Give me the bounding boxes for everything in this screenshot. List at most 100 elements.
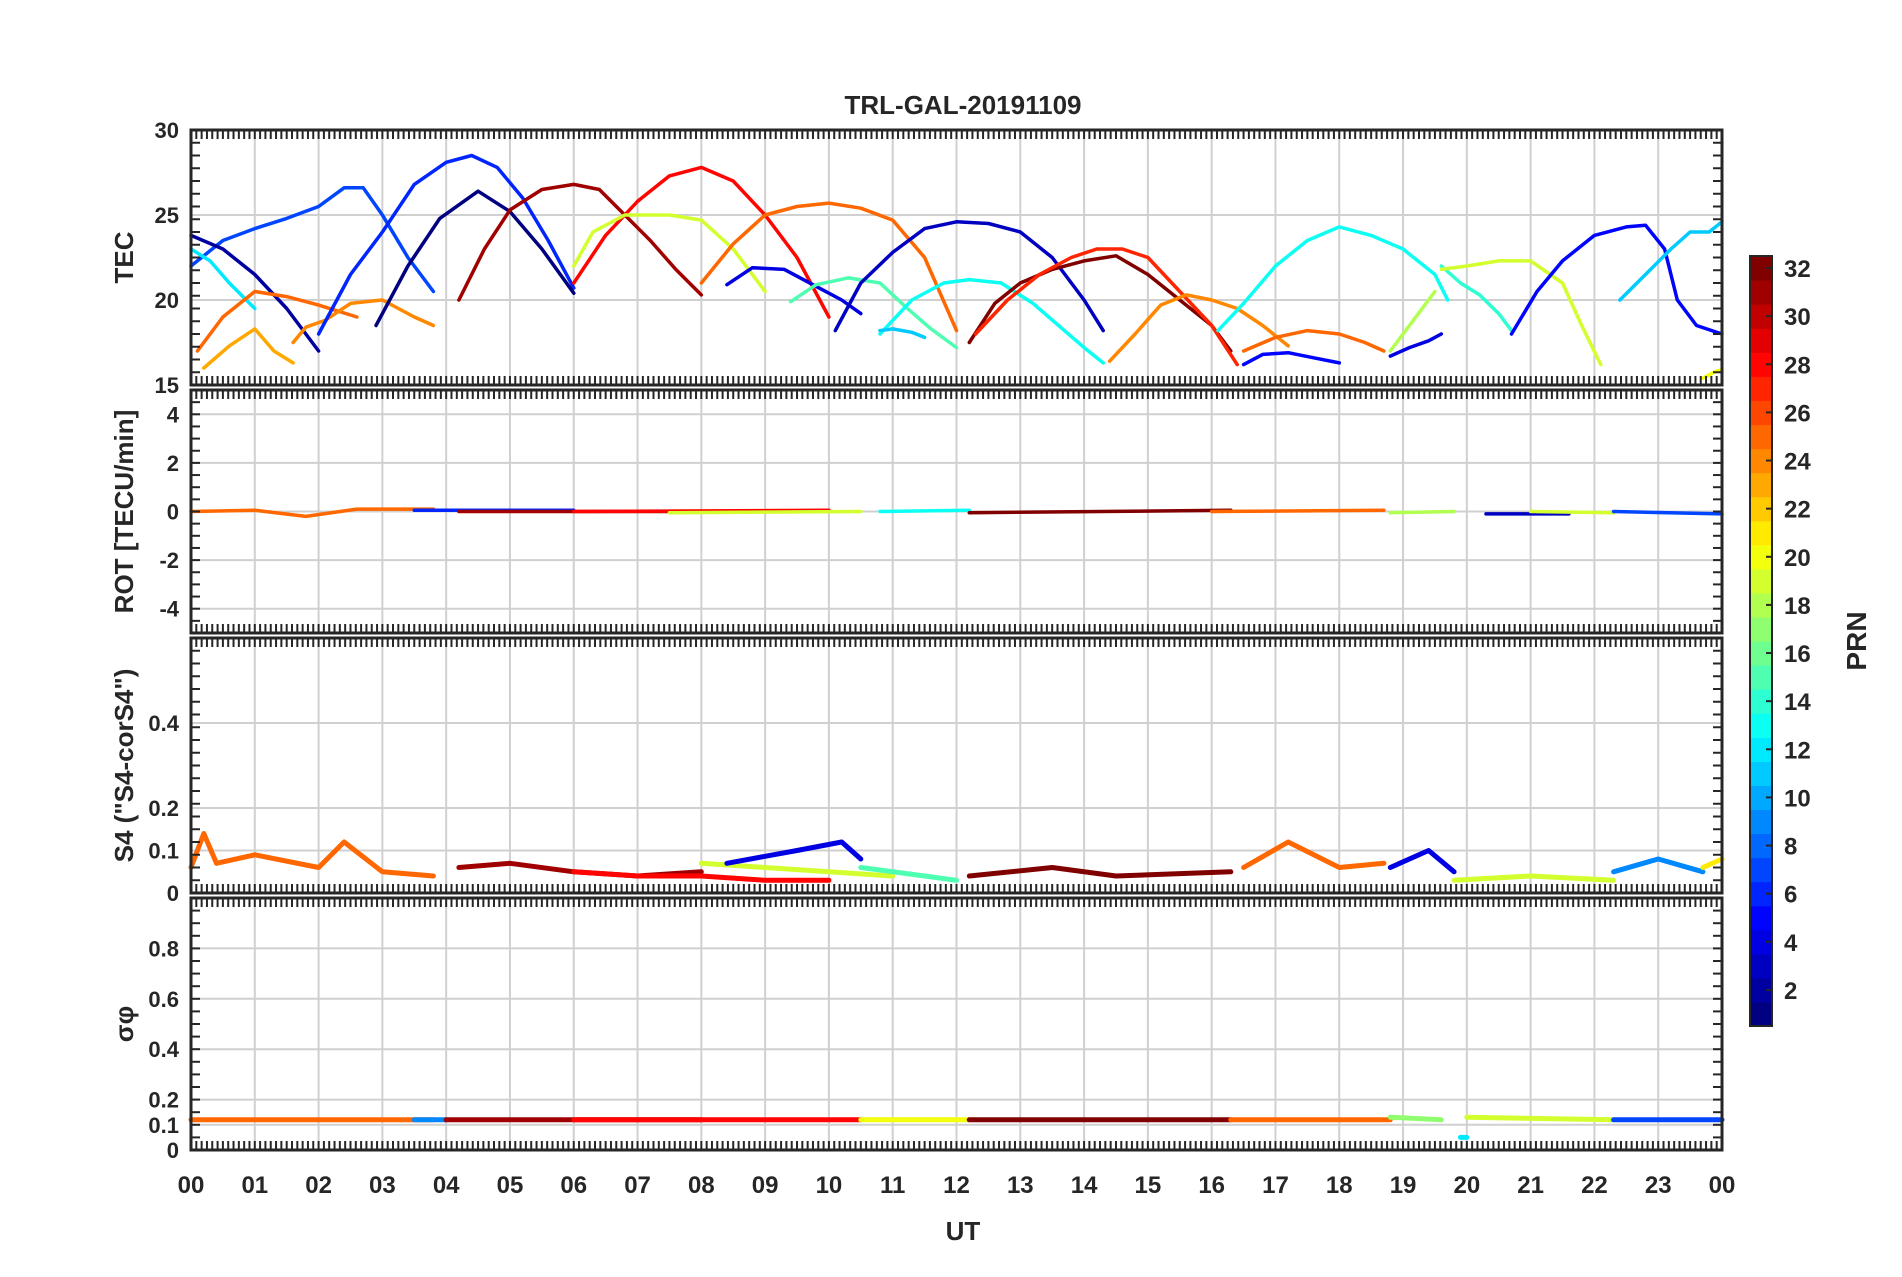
- x-tick-label: 07: [624, 1172, 651, 1199]
- series-line-prn-25: [1241, 839, 1387, 870]
- series-line-prn-17: [1387, 1114, 1444, 1123]
- x-axis: 00 01 02 03 04 05 06 07 08 09 10 11 12 13 14 15 16 17 18 19…: [178, 1172, 1736, 1199]
- colorbar-tick-label: 32: [1784, 256, 1811, 283]
- y-axis-label: TEC: [109, 231, 139, 283]
- series-line-prn-24: [1107, 293, 1290, 363]
- y-tick-label: 0.8: [148, 936, 179, 961]
- series-line-prn-19: [698, 860, 896, 879]
- panel-frame: [189, 636, 1724, 895]
- series-line-prn-25: [188, 831, 436, 879]
- panel-S4: 0 0.1 0.2 0.4 S4 ("S4-corS4"): [109, 636, 1725, 906]
- x-tick-label: 13: [1007, 1172, 1034, 1199]
- colorbar-tick-label: 20: [1784, 545, 1811, 572]
- panel-TEC: 15 20 25 30 TEC: [109, 118, 1724, 398]
- x-tick-label: 02: [305, 1172, 332, 1199]
- x-axis-label: UT: [946, 1216, 981, 1246]
- colorbar-swatch: [1750, 713, 1772, 738]
- colorbar-tick-label: 18: [1784, 593, 1811, 620]
- x-tick-label: 16: [1198, 1172, 1225, 1199]
- figure-title: TRL-GAL-20191109: [845, 90, 1082, 120]
- series-line-prn-25: [195, 289, 359, 353]
- series-line-prn-13: [878, 277, 1105, 365]
- x-tick-label: 23: [1645, 1172, 1672, 1199]
- y-tick-label: 0: [167, 500, 179, 525]
- colorbar-tick-label: 16: [1784, 641, 1811, 668]
- x-tick-label: 00: [178, 1172, 205, 1199]
- colorbar-swatch: [1750, 424, 1772, 450]
- colorbar-swatch: [1750, 520, 1772, 546]
- x-tick-label: 04: [433, 1172, 460, 1199]
- colorbar-swatch: [1750, 400, 1772, 426]
- series-line-prn-23: [202, 327, 295, 370]
- series-line-prn-18: [1388, 289, 1437, 353]
- colorbar-label: PRN: [1841, 611, 1872, 670]
- series-line-prn-3: [833, 220, 1105, 333]
- y-axis-label: S4 ("S4-corS4"): [109, 669, 139, 863]
- series-line-prn-31: [457, 182, 704, 302]
- x-tick-label: 03: [369, 1172, 396, 1199]
- y-axis-label: σφ: [109, 1006, 139, 1042]
- y-tick-label: 0.1: [148, 839, 179, 864]
- colorbar-swatch: [1750, 592, 1772, 618]
- panel-ROT: -4 -2 0 2 4 ROT [TECU/min]: [109, 388, 1724, 635]
- x-tick-label: 01: [241, 1172, 268, 1199]
- colorbar-swatch: [1750, 256, 1772, 281]
- y-tick-label: 25: [155, 203, 179, 228]
- colorbar-swatch: [1750, 833, 1772, 859]
- colorbar-swatch: [1750, 761, 1772, 786]
- y-tick-label: -2: [159, 548, 179, 573]
- y-tick-label: -4: [159, 597, 179, 622]
- colorbar-swatch: [1750, 544, 1772, 570]
- colorbar-swatch: [1750, 280, 1772, 305]
- colorbar-swatch: [1750, 376, 1772, 401]
- colorbar-swatch: [1750, 929, 1772, 955]
- y-tick-label: 30: [155, 118, 179, 143]
- series-line-prn-7: [189, 186, 436, 294]
- series-line-prn-25: [189, 507, 436, 519]
- colorbar-tick-label: 4: [1784, 930, 1798, 957]
- series-line-prn-19: [1464, 1114, 1617, 1123]
- x-tick-label: 05: [497, 1172, 524, 1199]
- panel-frame: [189, 128, 1724, 387]
- series-line-prn-4: [724, 839, 864, 866]
- series-line-prn-28: [572, 165, 831, 319]
- colorbar-swatch: [1750, 328, 1772, 353]
- x-tick-label: 18: [1326, 1172, 1353, 1199]
- y-tick-label: 0.1: [148, 1113, 179, 1138]
- colorbar-tick-label: 24: [1784, 449, 1811, 476]
- series-line-prn-4: [725, 265, 863, 316]
- x-tick-label: 14: [1071, 1172, 1098, 1199]
- y-axis-label: ROT [TECU/min]: [109, 410, 139, 614]
- colorbar-swatch: [1750, 304, 1772, 329]
- colorbar-swatch: [1750, 568, 1772, 594]
- series-line-prn-5: [1241, 350, 1342, 367]
- series-line-prn-11: [878, 327, 927, 340]
- y-tick-label: 0: [167, 1138, 179, 1163]
- y-tick-label: 0.2: [148, 796, 179, 821]
- series-line-prn-13: [878, 508, 972, 514]
- y-tick-label: 0.2: [148, 1088, 179, 1113]
- series-line-prn-15: [858, 865, 959, 883]
- series-line-prn-25: [1241, 328, 1386, 353]
- x-tick-label: 21: [1517, 1172, 1544, 1199]
- series-line-prn-12: [189, 247, 257, 311]
- colorbar-swatch: [1750, 1001, 1772, 1027]
- x-tick-label: 12: [943, 1172, 970, 1199]
- y-tick-label: 0.4: [148, 1037, 179, 1062]
- panel-frame: [189, 388, 1724, 635]
- colorbar-tick-label: 6: [1784, 882, 1797, 909]
- colorbar-tick-label: 30: [1784, 304, 1811, 331]
- colorbar-swatch: [1750, 809, 1772, 835]
- series-line-prn-9: [1611, 856, 1706, 875]
- x-tick-label: 08: [688, 1172, 715, 1199]
- colorbar-tick-label: 22: [1784, 497, 1811, 524]
- x-tick-label: 10: [816, 1172, 843, 1199]
- y-tick-label: 2: [167, 451, 179, 476]
- x-tick-label: 22: [1581, 1172, 1608, 1199]
- series-line-prn-4: [1388, 332, 1444, 358]
- colorbar-swatch: [1750, 352, 1772, 377]
- colorbar-swatch: [1750, 616, 1772, 642]
- series-line-prn-27: [973, 247, 1239, 367]
- series-line-prn-25: [1209, 508, 1386, 514]
